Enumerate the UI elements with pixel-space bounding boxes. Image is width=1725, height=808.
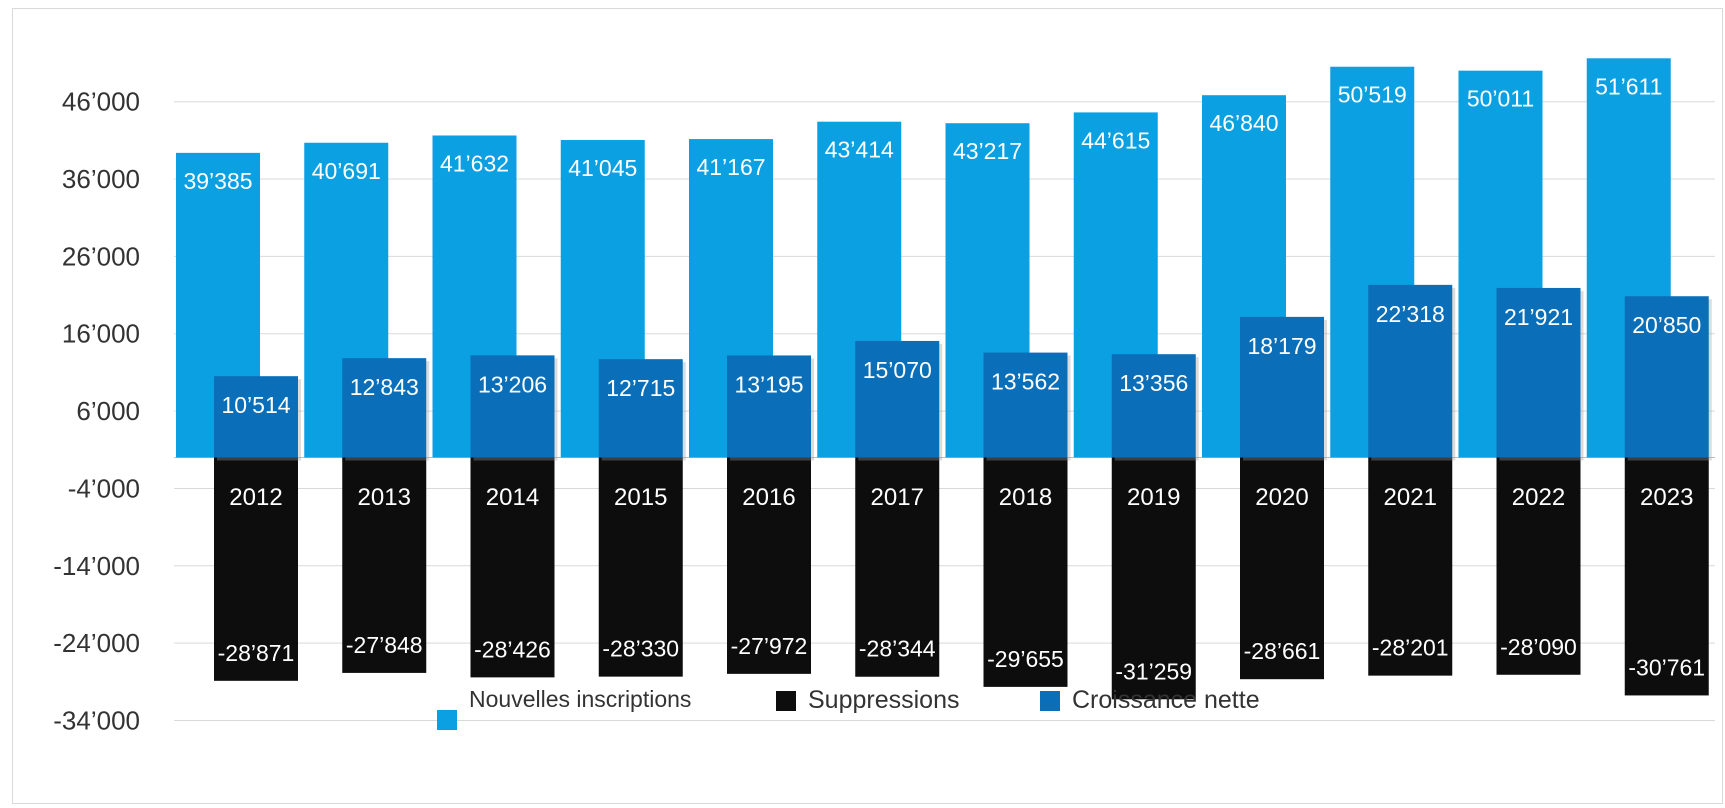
- data-label-nouvelles-inscriptions: 50’011: [1467, 86, 1534, 112]
- x-tick-label: 2023: [1640, 484, 1693, 511]
- data-label-croissance-nette: 15’070: [863, 357, 932, 383]
- data-label-suppressions: -30’761: [1628, 654, 1705, 680]
- data-label-croissance-nette: 13’195: [734, 371, 803, 397]
- y-tick-label: 16’000: [62, 319, 140, 349]
- bar-croissance-nette: [983, 352, 1068, 458]
- bar-suppressions: [598, 457, 683, 677]
- x-tick-label: 2021: [1384, 484, 1437, 511]
- data-label-croissance-nette: 13’562: [991, 369, 1060, 395]
- y-tick-label: 46’000: [62, 87, 140, 117]
- data-label-suppressions: -28’090: [1500, 634, 1577, 660]
- data-label-nouvelles-inscriptions: 39’385: [183, 168, 252, 194]
- data-label-croissance-nette: 18’179: [1247, 333, 1316, 359]
- bar-suppressions: [855, 457, 940, 677]
- data-label-suppressions: -28’201: [1372, 635, 1449, 661]
- bar-croissance-nette: [1240, 316, 1324, 458]
- data-label-nouvelles-inscriptions: 43’414: [825, 137, 894, 163]
- bar-croissance-nette: [470, 355, 555, 458]
- bar-croissance-nette: [598, 359, 683, 458]
- data-label-nouvelles-inscriptions: 50’519: [1338, 82, 1407, 108]
- y-tick-label: 36’000: [62, 164, 140, 194]
- data-label-nouvelles-inscriptions: 41’045: [568, 155, 637, 181]
- x-tick-label: 2012: [229, 484, 282, 511]
- x-tick-label: 2013: [358, 484, 411, 511]
- bar-suppressions: [214, 457, 298, 681]
- bar-suppressions: [1496, 457, 1581, 675]
- data-label-nouvelles-inscriptions: 41’167: [696, 154, 765, 180]
- bar-suppressions: [1624, 457, 1709, 696]
- data-label-croissance-nette: 10’514: [221, 392, 290, 418]
- bar-suppressions: [727, 457, 811, 674]
- x-tick-label: 2015: [614, 484, 667, 511]
- data-label-suppressions: -31’259: [1115, 658, 1192, 684]
- x-tick-label: 2018: [999, 484, 1052, 511]
- data-label-croissance-nette: 20’850: [1632, 312, 1701, 338]
- data-label-nouvelles-inscriptions: 41’632: [440, 150, 509, 176]
- data-label-croissance-nette: 21’921: [1504, 304, 1573, 330]
- y-tick-label: -24’000: [53, 628, 140, 658]
- x-tick-label: 2022: [1512, 484, 1565, 511]
- data-label-nouvelles-inscriptions: 51’611: [1595, 73, 1662, 99]
- data-label-nouvelles-inscriptions: 46’840: [1209, 110, 1278, 136]
- y-tick-label: -14’000: [53, 551, 140, 581]
- data-label-suppressions: -28’426: [474, 636, 551, 662]
- data-label-suppressions: -28’661: [1244, 638, 1321, 664]
- x-tick-label: 2017: [871, 484, 924, 511]
- bar-suppressions: [1111, 457, 1196, 700]
- y-tick-label: 6’000: [76, 396, 140, 426]
- data-label-nouvelles-inscriptions: 44’615: [1081, 127, 1150, 153]
- bar-suppressions: [1240, 457, 1324, 680]
- bar-suppressions: [983, 457, 1068, 687]
- bar-croissance-nette: [1624, 296, 1709, 458]
- bar-croissance-nette: [1111, 354, 1196, 458]
- bar-croissance-nette: [855, 340, 940, 458]
- y-tick-label: -4’000: [68, 473, 140, 503]
- data-label-croissance-nette: 13’356: [1119, 370, 1188, 396]
- data-label-nouvelles-inscriptions: 40’691: [312, 158, 381, 184]
- data-label-suppressions: -28’871: [218, 640, 295, 666]
- data-label-suppressions: -28’330: [602, 636, 679, 662]
- data-label-croissance-nette: 12’843: [350, 374, 419, 400]
- bar-croissance-nette: [1496, 287, 1581, 458]
- data-label-suppressions: -27’848: [346, 632, 423, 658]
- data-label-suppressions: -27’972: [731, 633, 808, 659]
- x-tick-label: 2014: [486, 484, 539, 511]
- bar-croissance-nette: [727, 355, 811, 458]
- bar-suppressions: [1368, 457, 1453, 676]
- x-tick-label: 2020: [1255, 484, 1308, 511]
- data-label-croissance-nette: 13’206: [478, 371, 547, 397]
- bar-croissance-nette: [214, 376, 298, 458]
- bar-croissance-nette: [1368, 284, 1453, 458]
- x-tick-label: 2016: [742, 484, 795, 511]
- data-label-nouvelles-inscriptions: 43’217: [953, 138, 1022, 164]
- x-tick-label: 2019: [1127, 484, 1180, 511]
- bar-suppressions: [342, 457, 427, 673]
- data-label-croissance-nette: 22’318: [1376, 301, 1445, 327]
- data-label-suppressions: -29’655: [987, 646, 1064, 672]
- y-tick-label: -34’000: [53, 705, 140, 735]
- bar-croissance-nette: [342, 358, 427, 458]
- data-label-suppressions: -28’344: [859, 636, 936, 662]
- data-label-croissance-nette: 12’715: [606, 375, 675, 401]
- y-tick-label: 26’000: [62, 241, 140, 271]
- bar-suppressions: [470, 457, 555, 678]
